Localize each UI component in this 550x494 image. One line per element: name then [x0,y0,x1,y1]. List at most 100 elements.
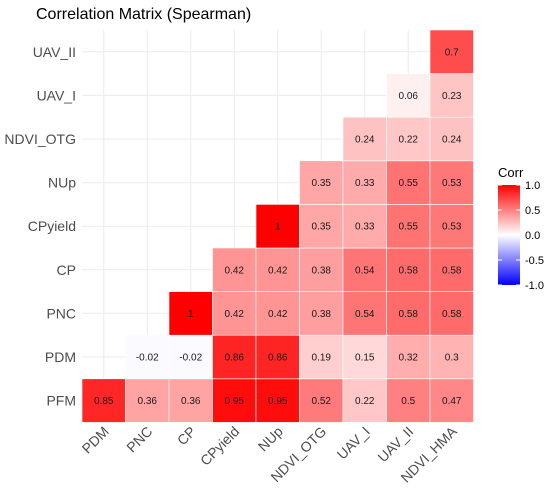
heatmap-cell [168,378,213,423]
legend-colorbar [498,185,520,285]
heatmap-cell [212,334,257,380]
cell-value-label: 0.53 [442,222,462,233]
cell-value-label: 0.95 [225,396,245,407]
heatmap-cell [386,160,431,205]
cell-value-label: 0.24 [442,135,462,146]
cell-value-label: 0.23 [442,91,462,102]
cell-value-label: 0.55 [399,178,419,189]
cell-value-label: 0.42 [225,265,245,276]
x-tick-label: PNC [123,423,155,455]
legend-tick-label: -1.0 [525,280,544,292]
y-tick-label: PNC [46,305,76,321]
y-tick-label: PFM [46,393,76,409]
cell-value-label: 0.86 [268,353,288,364]
color-legend: Corr 1.0 0.5 0.0 -0.5 -1.0 [498,165,544,292]
cell-value-label: -0.02 [179,353,202,364]
heatmap-cell [386,378,431,423]
cell-value-label: 0.54 [355,265,375,276]
cell-value-label: 0.47 [442,396,462,407]
cell-value-label: 0.58 [399,309,419,320]
cell-value-label: 0.33 [355,178,375,189]
heatmap-cell [429,247,474,292]
heatmap-cell [386,247,431,292]
cell-value-label: 0.52 [312,396,332,407]
cell-value-label: 0.42 [268,265,288,276]
cell-value-label: 0.7 [445,47,459,58]
heatmap-cell [429,204,474,249]
heatmap-cell [386,291,431,336]
heatmap-cell [429,29,474,74]
cell-value-label: 0.22 [355,396,375,407]
cell-value-label: 0.24 [355,135,375,146]
cell-value-label: 0.19 [312,353,332,364]
cell-value-label: 0.58 [442,265,462,276]
y-axis-labels: PFM PDM PNC CP CPyield NUp NDVI_OTG UAV_I UAV_II [4,44,76,409]
heatmap-cell [255,378,300,423]
x-tick-label: UAV_I [334,423,373,462]
cell-value-label: 0.32 [399,353,419,364]
heatmap-cell [255,291,300,336]
cell-value-label: 0.95 [268,396,288,407]
heatmap-cell [299,291,344,336]
heatmap-cell [299,247,344,292]
y-tick-label: PDM [45,349,76,365]
cell-value-label: 0.58 [442,309,462,320]
cell-value-label: 0.3 [445,353,459,364]
legend-tick-label: 1.0 [525,180,540,192]
cell-value-label: -0.02 [136,353,159,364]
cell-value-label: 0.15 [355,353,375,364]
y-tick-label: CP [57,262,76,278]
legend-tick-label: 0.5 [525,205,540,217]
cell-value-label: 0.5 [401,396,415,407]
cell-value-label: 0.54 [355,309,375,320]
cell-value-label: 0.22 [399,135,419,146]
cell-value-label: 0.06 [399,91,419,102]
heatmap-cell [168,291,213,336]
heatmap-cell [299,160,344,205]
x-tick-label: NUp [255,423,286,454]
cell-value-label: 0.38 [312,309,332,320]
cell-value-label: 0.53 [442,178,462,189]
heatmap-cell [81,378,126,423]
heatmap-cell [212,291,257,336]
cell-value-label: 0.85 [94,396,114,407]
heatmap-cell [125,334,170,380]
y-tick-label: UAV_I [37,87,76,103]
cell-value-label: 0.36 [138,396,158,407]
cell-value-label: 0.86 [225,353,245,364]
legend-tick-label: 0.0 [525,230,540,242]
x-tick-label: PDM [79,423,112,456]
cell-value-label: 0.42 [268,309,288,320]
cell-value-label: 0.35 [312,178,332,189]
heatmap-cell [429,73,474,118]
heatmap-cells: 0.85 0.36 0.36 0.95 0.95 0.52 0.22 0.5 0.47 -0.02… [81,29,474,423]
heatmap-cell [125,378,170,423]
heatmap-cell [212,378,257,423]
heatmap-cell [386,116,431,162]
heatmap-cell [429,160,474,205]
cell-value-label: 0.58 [399,265,419,276]
y-tick-label: NUp [48,175,76,191]
cell-value-label: 0.33 [355,222,375,233]
heatmap-cell [429,334,474,380]
heatmap-cell [255,334,300,380]
chart-title: Correlation Matrix (Spearman) [36,6,251,23]
cell-value-label: 0.55 [399,222,419,233]
cell-value-label: 1 [188,309,194,320]
heatmap-cell [342,116,387,162]
cell-value-label: 0.42 [225,309,245,320]
cell-value-label: 1 [275,222,281,233]
legend-title: Corr [498,165,524,180]
cell-value-label: 0.36 [181,396,201,407]
y-tick-label: NDVI_OTG [4,131,76,147]
heatmap-cell [299,334,344,380]
heatmap-cell [386,73,431,118]
heatmap-cell [429,378,474,423]
heatmap-cell [342,334,387,380]
x-tick-label: UAV_II [374,423,416,465]
x-tick-label: CP [174,423,199,448]
x-tick-label: CPyield [197,423,242,468]
cell-value-label: 0.38 [312,265,332,276]
